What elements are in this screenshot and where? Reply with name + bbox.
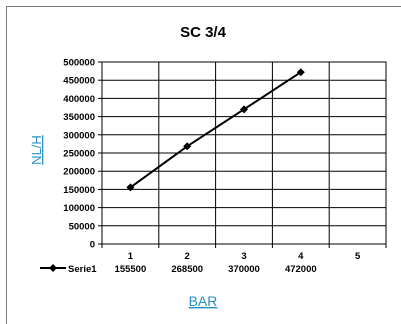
x-tick-label: 1 — [128, 251, 134, 262]
chart-frame — [6, 6, 401, 324]
data-point — [126, 183, 135, 192]
series-line — [129, 71, 302, 189]
chart-title: SC 3/4 — [180, 24, 227, 41]
y-tick-label: 450000 — [63, 76, 95, 87]
x-tick-label: 5 — [355, 251, 361, 262]
y-tick-label: 350000 — [63, 112, 95, 123]
data-point — [296, 68, 305, 77]
y-tick-label: 300000 — [63, 130, 95, 141]
y-tick-label: 100000 — [63, 203, 95, 214]
data-point — [240, 105, 248, 114]
y-tick-label: 50000 — [69, 221, 95, 232]
legend-marker — [49, 264, 57, 272]
series-layer — [126, 68, 305, 192]
y-tick-label: 250000 — [63, 149, 95, 160]
y-axis-label: NL/H — [29, 135, 44, 165]
gridlines — [102, 61, 386, 245]
y-tick-label: 500000 — [63, 58, 95, 69]
x-tick-label: 2 — [185, 251, 190, 262]
data-table-value: 268500 — [171, 264, 203, 275]
x-axis-ticks: 1 2 3 4 5 — [101, 244, 387, 262]
x-axis-label: BAR — [189, 293, 218, 309]
legend: Serie1 — [40, 264, 97, 275]
y-tick-label: 0 — [90, 240, 95, 251]
y-tick-label: 200000 — [63, 167, 95, 178]
data-table-value: 370000 — [228, 264, 260, 275]
y-axis-ticks: 0 50000 100000 150000 200000 250000 300000 3500… — [63, 58, 102, 251]
data-table-values: 155500 268500 370000 472000 — [115, 264, 317, 275]
y-tick-label: 400000 — [63, 94, 95, 105]
data-table-value: 155500 — [115, 264, 147, 275]
x-tick-label: 4 — [298, 251, 304, 262]
data-table-value: 472000 — [285, 264, 317, 275]
x-tick-label: 3 — [241, 251, 246, 262]
legend-series-name: Serie1 — [68, 264, 97, 275]
y-tick-label: 150000 — [63, 185, 95, 196]
data-point — [183, 142, 192, 151]
